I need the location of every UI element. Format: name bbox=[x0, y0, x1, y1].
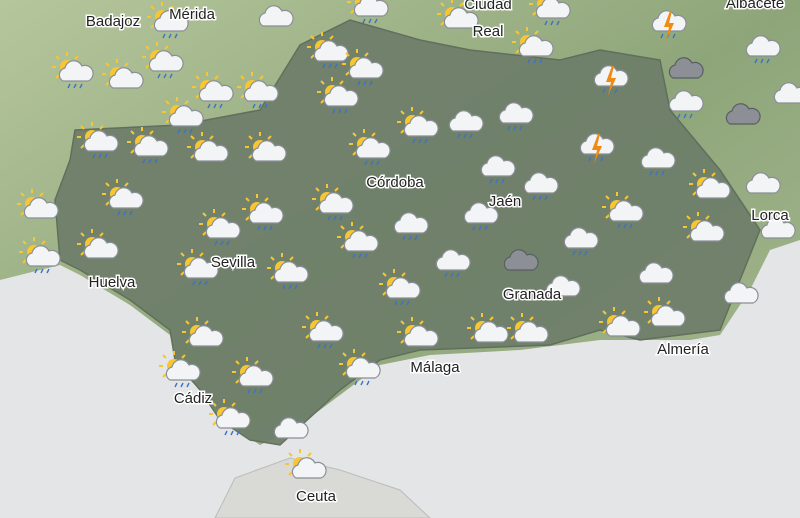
city-label: Jaén bbox=[489, 193, 522, 210]
city-label: Granada bbox=[503, 286, 562, 303]
city-label: Lorca bbox=[751, 207, 789, 224]
city-label: Córdoba bbox=[366, 174, 424, 191]
city-label: Ceuta bbox=[296, 488, 337, 505]
city-label: Albacete bbox=[726, 0, 784, 12]
city-label: Ciudad bbox=[464, 0, 512, 13]
city-label: Almería bbox=[657, 341, 709, 358]
africa bbox=[214, 457, 431, 518]
city-label: Real bbox=[473, 23, 504, 40]
city-label: Sevilla bbox=[211, 254, 256, 271]
sea bbox=[0, 240, 800, 518]
city-label: Badajoz bbox=[86, 13, 140, 30]
city-label: Huelva bbox=[89, 274, 136, 291]
city-label: Mérida bbox=[169, 6, 216, 23]
city-label: Cádiz bbox=[174, 390, 212, 407]
city-labels: Badajoz Mérida Ciudad Real Albacete Córdoba Ja… bbox=[84, 0, 791, 506]
city-label: Málaga bbox=[410, 359, 460, 376]
